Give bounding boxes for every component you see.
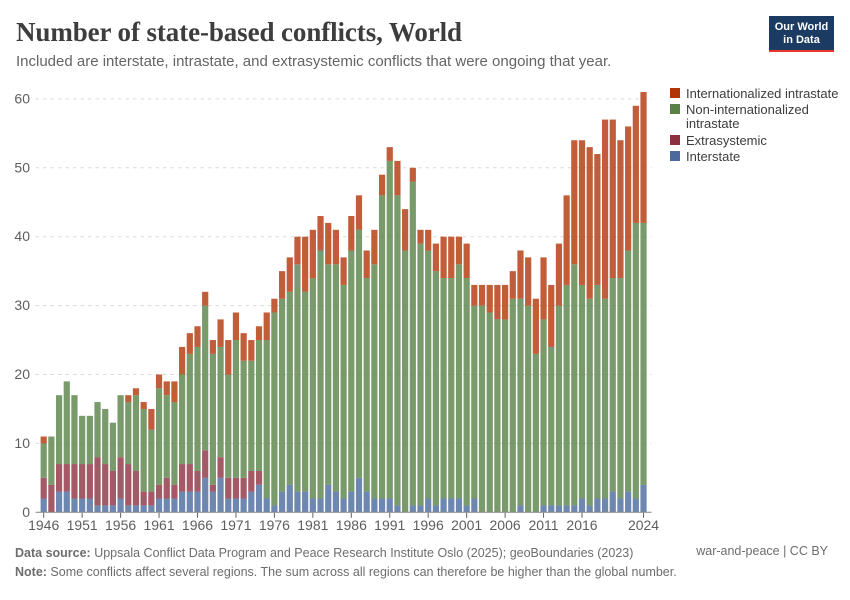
svg-text:1951: 1951 <box>67 517 98 533</box>
svg-text:1966: 1966 <box>182 517 213 533</box>
svg-text:20: 20 <box>14 366 30 382</box>
svg-text:1946: 1946 <box>28 517 59 533</box>
svg-text:2016: 2016 <box>566 517 597 533</box>
svg-text:1981: 1981 <box>297 517 328 533</box>
svg-text:2011: 2011 <box>528 517 558 533</box>
svg-text:1986: 1986 <box>336 517 367 533</box>
svg-text:10: 10 <box>14 435 30 451</box>
svg-text:30: 30 <box>14 297 30 313</box>
svg-text:2006: 2006 <box>490 517 521 533</box>
svg-text:1956: 1956 <box>105 517 136 533</box>
svg-text:2001: 2001 <box>451 517 482 533</box>
svg-text:40: 40 <box>14 228 30 244</box>
svg-text:1971: 1971 <box>220 517 251 533</box>
svg-text:0: 0 <box>22 504 30 520</box>
svg-text:2024: 2024 <box>628 517 659 533</box>
svg-text:1976: 1976 <box>259 517 290 533</box>
svg-text:1991: 1991 <box>374 517 405 533</box>
svg-text:1961: 1961 <box>143 517 174 533</box>
svg-text:50: 50 <box>14 159 30 175</box>
svg-text:60: 60 <box>14 90 30 106</box>
svg-text:1996: 1996 <box>413 517 444 533</box>
